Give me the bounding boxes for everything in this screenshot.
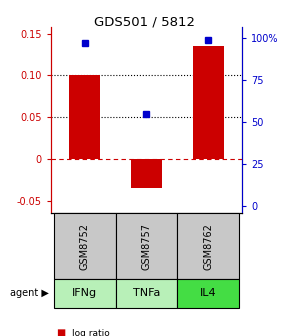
- Text: GDS501 / 5812: GDS501 / 5812: [95, 15, 195, 28]
- Text: log ratio: log ratio: [72, 329, 110, 336]
- Bar: [193, 46, 224, 159]
- Bar: [69, 75, 100, 159]
- Text: GSM8757: GSM8757: [142, 223, 151, 269]
- Bar: [131, 159, 162, 188]
- Text: ■: ■: [57, 328, 66, 336]
- Text: GSM8762: GSM8762: [203, 223, 213, 269]
- Text: GSM8752: GSM8752: [80, 223, 90, 269]
- Text: IFNg: IFNg: [72, 289, 97, 298]
- Text: TNFa: TNFa: [133, 289, 160, 298]
- Text: IL4: IL4: [200, 289, 217, 298]
- Text: agent ▶: agent ▶: [10, 289, 49, 298]
